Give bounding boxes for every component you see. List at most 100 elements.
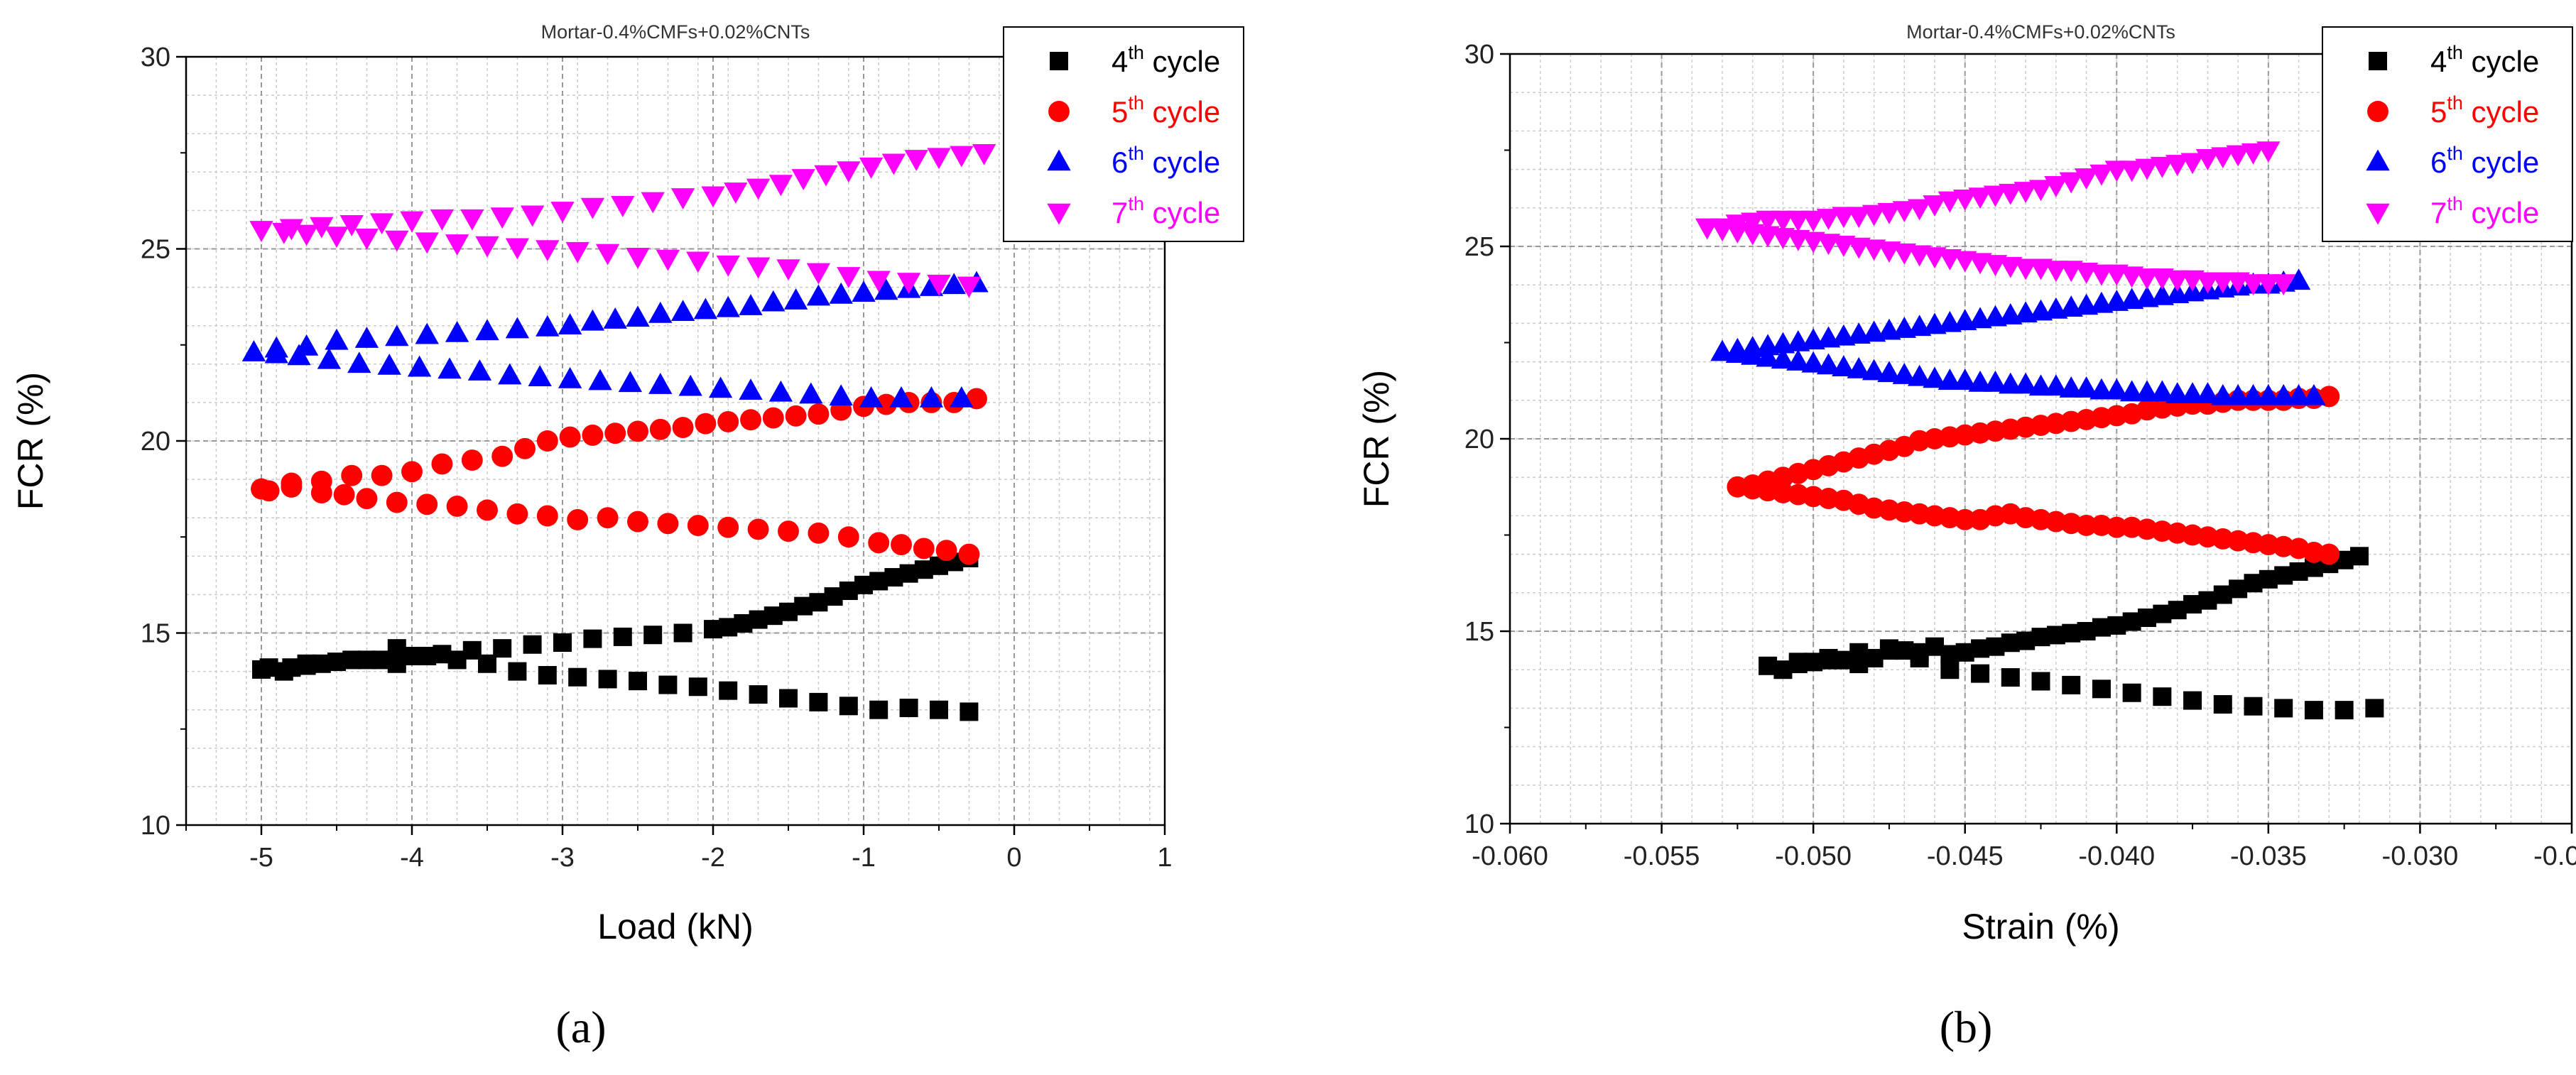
y-tick-label: 25 [141,235,170,265]
data-point [2013,372,2038,394]
data-point [1847,322,1871,344]
data-point [430,209,455,231]
chart-panel-b: -0.060 -0.055 -0.050 -0.045 -0.040 -0.035 -0.0… [1357,21,2576,1052]
data-point [859,386,884,408]
axis-ticks: -5 -4 -3 -2 -1 0 1 10 15 20 25 30 [141,43,1173,873]
data-point [2089,264,2114,286]
data-point [1847,207,1871,229]
data-point [719,681,738,700]
data-point [354,228,379,250]
data-point [869,700,888,719]
data-point [538,666,557,685]
data-series-group [1695,141,2384,720]
data-point [930,700,948,719]
data-point [1725,342,1750,364]
data-point [2119,380,2144,402]
data-point [1786,329,1810,351]
series-4th-cycle [252,549,979,721]
data-point [839,697,858,716]
data-point [310,482,332,503]
data-point [2074,293,2099,315]
data-point [1801,351,1825,373]
data-point [1756,334,1780,356]
data-point [868,532,890,554]
legend-label-number: 4 [2430,45,2447,78]
data-point [2274,699,2293,718]
data-point [889,386,913,408]
data-point [1786,210,1810,232]
data-point [958,543,980,565]
data-point [643,626,663,645]
data-point [505,317,530,339]
data-point [972,143,996,165]
data-point [746,178,771,200]
data-point [785,405,807,427]
data-point [281,476,303,498]
legend-marker [2366,149,2390,171]
legend-label-number: 5 [1112,95,1128,129]
data-point [1983,305,2008,327]
legend-marker [1047,149,1071,171]
data-point [1877,318,1901,340]
data-point [673,623,692,643]
data-point [264,342,288,364]
legend-label-superscript: th [1128,193,1144,214]
data-point [2031,672,2050,691]
data-point [618,371,643,393]
data-point [386,491,408,513]
data-point [294,224,319,246]
data-point [799,382,823,404]
data-point [2044,297,2068,319]
legend-marker [1050,52,1068,70]
data-point [1771,332,1795,354]
data-point [1892,316,1916,338]
data-point [859,157,884,179]
data-point [327,653,346,672]
data-point [2059,295,2083,317]
axis-ticks: -0.060 -0.055 -0.050 -0.045 -0.040 -0.035 -0.0… [1464,40,2576,871]
legend-label-superscript: th [1128,143,1144,164]
data-point [1938,310,1962,332]
data-point [808,522,830,544]
data-point [583,629,602,648]
data-point [2241,274,2266,296]
y-tick-label: 10 [141,811,170,841]
legend-box [1003,26,1244,242]
legend-label-number: 6 [1112,146,1128,179]
series-7th-cycle [1695,141,2295,296]
data-point [490,207,514,229]
data-point [2318,543,2340,565]
legend-marker [2366,203,2390,225]
data-point [927,148,951,170]
data-point [1801,328,1825,350]
data-point [1832,324,1856,346]
data-point [2104,290,2129,311]
data-point [2122,683,2141,702]
data-point [477,499,498,521]
data-point [1999,372,2023,394]
legend-entry-label: 7th cycle [1112,193,1220,229]
data-point [806,284,831,306]
data-point [687,515,709,536]
x-tick-label: -5 [249,843,273,873]
data-point [935,540,957,562]
x-tick-label: 1 [1157,843,1172,873]
data-point [2335,701,2354,720]
data-point [2226,383,2250,405]
data-point [704,620,722,639]
legend-entry-label: 7th cycle [2430,193,2539,229]
data-point [829,384,853,406]
legend-label-superscript: th [1128,42,1144,63]
data-point [287,344,311,366]
data-point [558,313,582,334]
data-point [768,175,793,197]
x-tick-label: -0.025 [2533,841,2576,871]
data-point [528,365,552,387]
data-point [1938,369,1962,390]
data-point [656,249,680,271]
data-point [1907,315,1932,337]
data-point [2165,282,2190,304]
data-point [1953,309,1977,330]
data-point [407,355,432,377]
data-point [597,507,619,529]
